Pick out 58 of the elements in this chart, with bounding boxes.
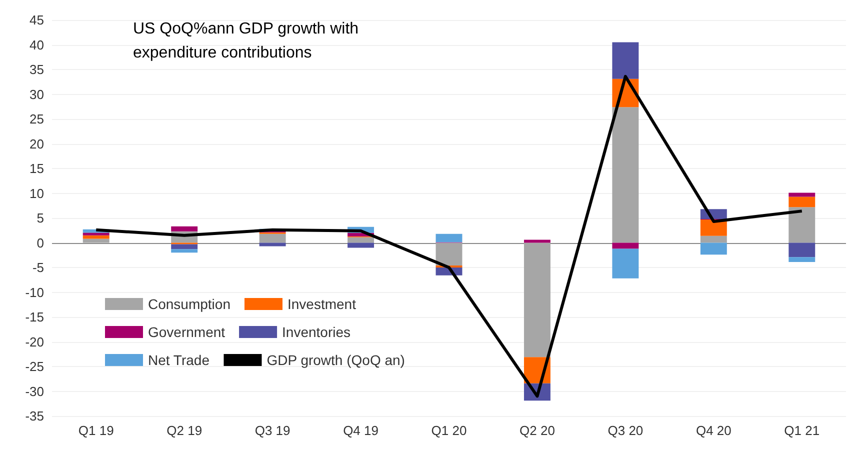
bar: [348, 242, 374, 248]
legend-label: Inventories: [282, 324, 351, 340]
y-tick-label: 30: [30, 86, 44, 102]
bar: [171, 244, 198, 250]
bar: [82, 232, 110, 236]
x-tick-label: Q1 19: [78, 423, 114, 438]
bar: [82, 238, 110, 243]
bar: [171, 249, 198, 253]
x-tick-label: Q3 19: [254, 423, 290, 438]
y-tick-label: 10: [30, 186, 44, 201]
bar: [612, 107, 639, 243]
x-tick-label: Q4 20: [696, 423, 732, 438]
legend-label: Net Trade: [148, 352, 210, 368]
bar: [612, 242, 639, 249]
line-series: [94, 74, 804, 398]
y-tick-label: 15: [30, 161, 44, 176]
bar: [700, 242, 727, 255]
y-tick-label: -30: [25, 384, 44, 399]
bar: [259, 234, 286, 243]
x-tick-label: Q3 20: [608, 423, 644, 438]
y-tick-label: -35: [25, 408, 44, 424]
y-tick-label: -5: [32, 260, 44, 275]
y-tick-label: 0: [36, 235, 44, 250]
bar: [524, 242, 550, 358]
bar: [436, 234, 462, 242]
x-tick-label: Q2 20: [520, 423, 555, 438]
bar: [700, 236, 727, 243]
y-tick-label: -10: [25, 284, 44, 300]
y-tick-label: 45: [30, 12, 44, 28]
legend-label: Consumption: [148, 296, 230, 312]
bar: [700, 219, 727, 236]
bar: [612, 248, 639, 278]
bar: [171, 226, 198, 232]
bar: [788, 207, 816, 243]
legend-label: GDP growth (QoQ an): [266, 352, 405, 368]
y-tick-label: 20: [30, 136, 44, 152]
bar: [436, 242, 462, 266]
bar: [524, 240, 550, 243]
y-tick-label: 40: [30, 37, 44, 52]
y-tick-label: 5: [36, 210, 44, 226]
y-tick-label: -15: [25, 310, 44, 324]
bar: [612, 42, 639, 79]
bar: [788, 242, 816, 258]
bar: [82, 235, 110, 239]
x-tick-label: Q4 19: [343, 423, 378, 438]
legend-label: Government: [148, 324, 226, 340]
y-tick-label: -25: [25, 359, 44, 374]
y-tick-label: 35: [30, 62, 44, 77]
legend-label: Investment: [287, 296, 356, 312]
bar: [348, 237, 374, 243]
y-tick-label: 25: [30, 112, 44, 126]
x-tick-label: Q1 20: [431, 423, 467, 438]
bar: [788, 196, 816, 208]
bar: [788, 257, 816, 262]
y-tick-label: -20: [25, 334, 44, 350]
x-tick-label: Q1 21: [784, 423, 820, 438]
text: US QoQ%ann GDP growth with expenditure contributions: [133, 20, 364, 62]
x-tick-label: Q2 19: [166, 423, 202, 438]
